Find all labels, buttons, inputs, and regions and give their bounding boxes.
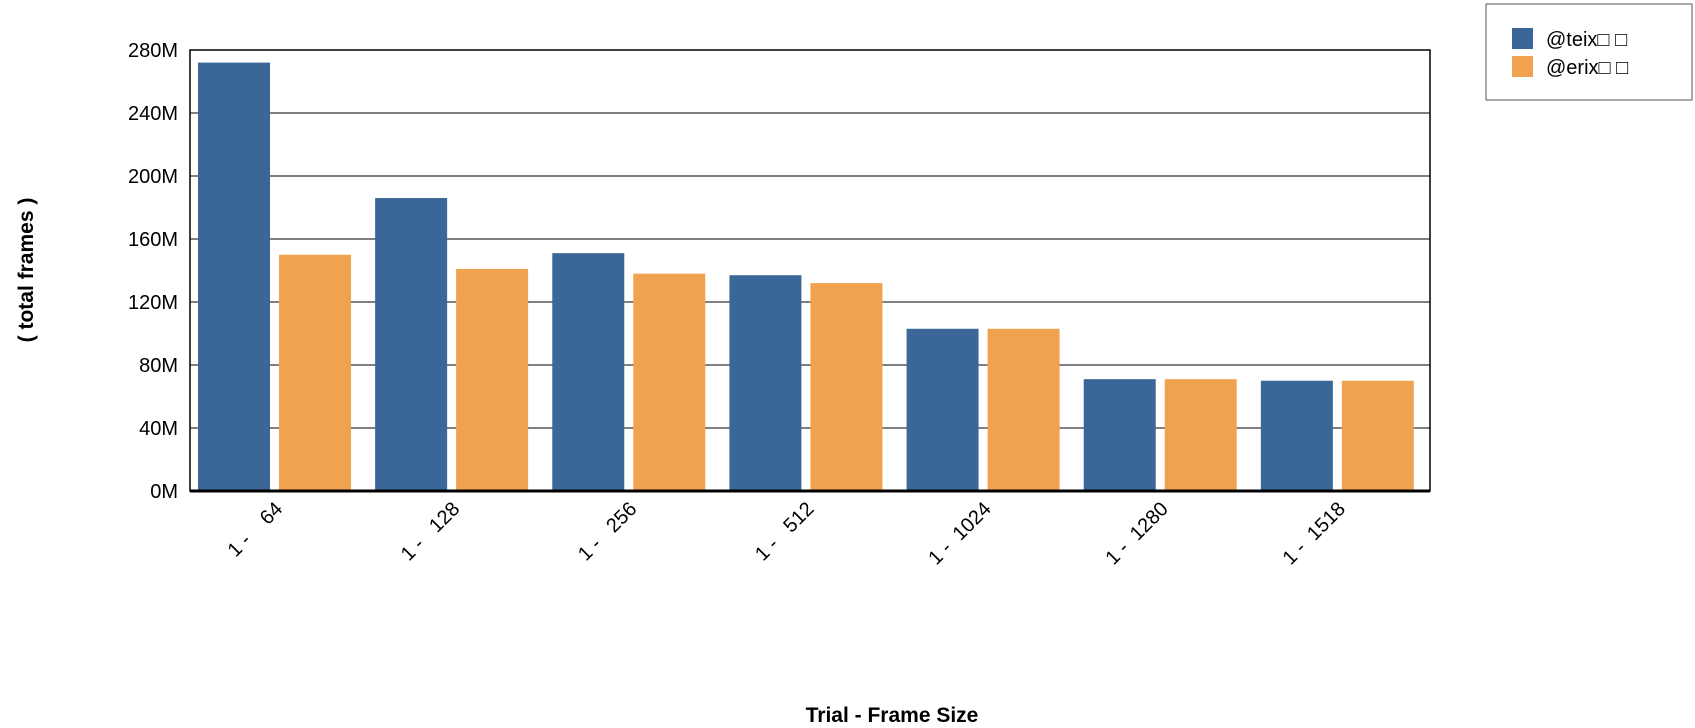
y-tick-label: 200M [128,166,178,188]
bar-teix-2 [552,253,625,491]
bar-erix-2 [633,273,706,491]
y-tick-label: 80M [139,355,178,377]
legend-swatch-teix [1512,28,1533,49]
x-tick-label: 1 - 1024 [924,498,995,569]
bar-erix-3 [810,283,883,491]
x-tick-label: 1 - 512 [751,498,818,565]
x-tick-labels: 1 - 64 1 - 128 1 - 256 1 - 512 1 - 1024 1 - 1… [224,498,1350,569]
bar-erix-5 [1164,379,1237,491]
x-tick-label: 1 - 1280 [1101,498,1172,569]
y-tick-label: 280M [128,40,178,62]
legend-swatch-erix [1512,56,1533,77]
bar-teix-6 [1260,380,1333,491]
legend: @teix□ □ @erix□ □ [1485,3,1693,101]
x-axis-title: Trial - Frame Size [806,704,979,727]
x-tick-label: 1 - 64 [224,498,288,562]
bar-teix-0 [198,62,270,491]
y-tick-label: 160M [128,229,178,251]
y-tick-label: 120M [128,292,178,314]
legend-box [1485,3,1693,101]
bar-teix-1 [375,198,448,492]
bar-erix-6 [1341,380,1414,491]
bars [198,62,1414,492]
bar-teix-4 [906,328,979,491]
bar-teix-5 [1083,379,1156,491]
bar-erix-4 [987,328,1060,491]
legend-label-teix: @teix□ □ [1546,29,1627,51]
x-tick-label: 1 - 1518 [1279,498,1350,569]
y-tick-labels: 0M 40M 80M 120M 160M 200M 240M 280M [128,40,178,503]
y-axis-title: ( total frames ) [15,198,38,343]
bar-erix-0 [279,254,351,491]
y-tick-label: 40M [139,418,178,440]
bar-teix-3 [729,275,802,491]
bar-erix-1 [456,268,529,491]
legend-label-erix: @erix□ □ [1546,57,1628,79]
y-tick-label: 240M [128,103,178,125]
x-tick-label: 1 - 128 [397,498,464,565]
x-tick-label: 1 - 256 [574,498,641,565]
y-tick-label: 0M [150,481,178,503]
